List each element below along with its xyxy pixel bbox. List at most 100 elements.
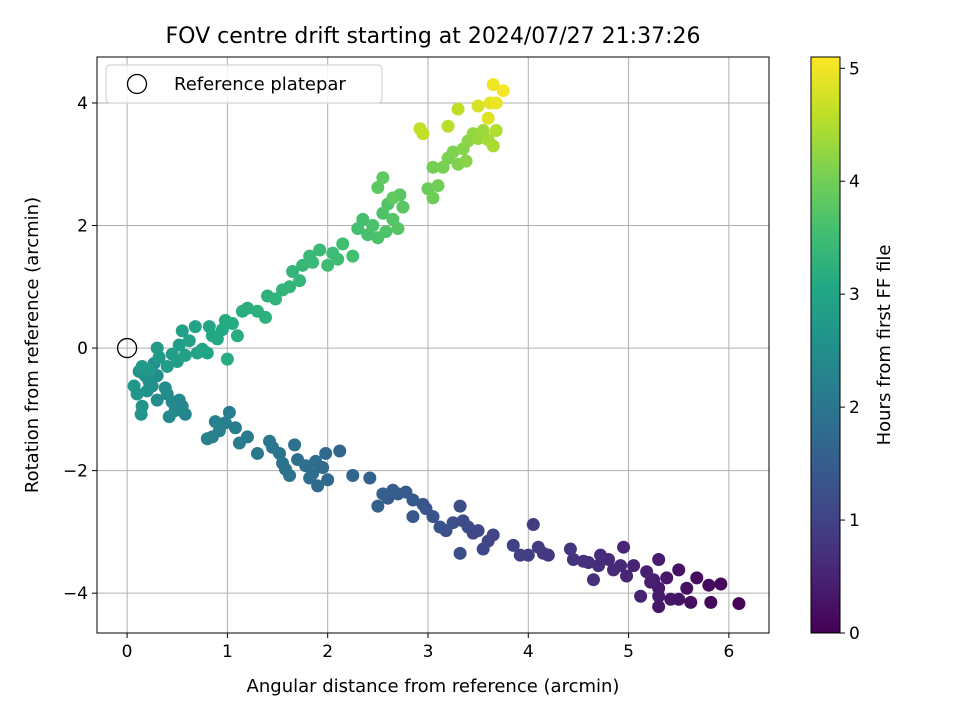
scatter-point xyxy=(563,542,577,556)
scatter-point xyxy=(366,219,380,233)
scatter-point xyxy=(526,518,540,532)
scatter-point xyxy=(259,310,273,324)
scatter-point xyxy=(406,510,420,524)
scatter-point xyxy=(311,479,325,493)
y-tick-label: 0 xyxy=(77,339,88,359)
scatter-point xyxy=(363,471,377,485)
x-tick-label: 1 xyxy=(222,642,233,662)
scatter-point xyxy=(333,444,347,458)
scatter-point xyxy=(175,324,189,338)
colorbar-tick-label: 5 xyxy=(849,59,860,79)
scatter-point xyxy=(441,119,455,133)
legend-label: Reference platepar xyxy=(174,74,346,95)
scatter-point xyxy=(690,571,704,585)
scatter-point xyxy=(489,96,503,110)
scatter-point xyxy=(489,124,503,138)
scatter-point xyxy=(162,410,176,424)
colorbar xyxy=(810,56,841,634)
scatter-point xyxy=(481,111,495,125)
scatter-point xyxy=(652,600,666,614)
scatter-point xyxy=(640,565,654,579)
scatter-point xyxy=(459,154,473,168)
scatter-point xyxy=(702,578,716,592)
scatter-point xyxy=(188,320,202,334)
scatter-point xyxy=(321,258,335,272)
scatter-point xyxy=(371,181,385,195)
x-axis-label: Angular distance from reference (arcmin) xyxy=(247,676,620,697)
scatter-point xyxy=(433,520,447,534)
scatter-point xyxy=(379,225,393,239)
scatter-point xyxy=(134,407,148,421)
scatter-point xyxy=(172,338,186,352)
scatter-point xyxy=(225,317,239,331)
scatter-point xyxy=(200,346,214,360)
scatter-point xyxy=(321,473,335,487)
scatter-point xyxy=(150,393,164,407)
scatter-point xyxy=(286,264,300,278)
scatter-point xyxy=(306,255,320,269)
y-tick-label: 2 xyxy=(77,217,88,237)
scatter-point xyxy=(446,145,460,159)
scatter-point xyxy=(293,274,307,288)
scatter-point xyxy=(371,499,385,513)
scatter-point xyxy=(644,575,658,589)
scatter-point xyxy=(672,563,686,577)
x-tick-label: 2 xyxy=(322,642,333,662)
scatter-point xyxy=(627,559,641,573)
scatter-point xyxy=(506,538,520,552)
colorbar-tick-label: 1 xyxy=(849,511,860,531)
scatter-point xyxy=(586,573,600,587)
scatter-point xyxy=(426,160,440,174)
chart-title: FOV centre drift starting at 2024/07/27 … xyxy=(166,24,701,49)
legend: Reference platepar xyxy=(105,64,383,104)
scatter-point xyxy=(222,405,236,419)
scatter-point xyxy=(263,434,277,448)
scatter-point xyxy=(576,554,590,568)
scatter-point xyxy=(486,139,500,153)
scatter-point xyxy=(150,341,164,355)
plot-frame xyxy=(96,56,770,634)
scatter-point xyxy=(346,469,360,483)
scatter-point xyxy=(714,577,728,591)
scatter-point xyxy=(591,559,605,573)
scatter-point xyxy=(319,446,333,460)
scatter-point xyxy=(660,571,674,585)
axis-ticks: 0 1 2 3 4 5 6 −4 −2 0 2 4 xyxy=(63,94,734,662)
scatter-point xyxy=(732,597,746,611)
scatter-point xyxy=(664,592,678,606)
scatter-point xyxy=(593,548,607,562)
scatter-point xyxy=(634,589,648,603)
scatter-point xyxy=(276,456,290,470)
scatter-point xyxy=(220,352,234,366)
x-tick-label: 4 xyxy=(523,642,534,662)
scatter-point xyxy=(453,546,467,560)
scatter-point xyxy=(531,540,545,554)
x-tick-label: 3 xyxy=(423,642,434,662)
scatter-points xyxy=(127,78,746,614)
scatter-point xyxy=(182,334,196,348)
colorbar-tick-label: 4 xyxy=(849,172,860,192)
scatter-point xyxy=(451,102,465,116)
scatter-point xyxy=(356,212,370,226)
legend-box xyxy=(105,64,383,104)
colorbar-label: Hours from first FF file xyxy=(874,245,895,446)
scatter-point xyxy=(250,446,264,460)
scatter-point xyxy=(140,384,154,398)
scatter-point xyxy=(680,581,694,595)
scatter-point xyxy=(160,359,174,373)
scatter-point xyxy=(620,569,634,583)
scatter-point xyxy=(704,595,718,609)
scatter-point xyxy=(228,421,242,435)
x-tick-label: 6 xyxy=(723,642,734,662)
scatter-point xyxy=(476,542,490,556)
scatter-point xyxy=(291,453,305,467)
x-tick-label: 0 xyxy=(122,642,133,662)
scatter-point xyxy=(391,222,405,236)
scatter-point xyxy=(607,563,621,577)
colorbar-tick-label: 0 xyxy=(849,624,860,644)
scatter-point xyxy=(453,499,467,513)
reference-marker-layer xyxy=(116,337,138,359)
scatter-point xyxy=(346,249,360,263)
scatter-point xyxy=(416,497,430,511)
